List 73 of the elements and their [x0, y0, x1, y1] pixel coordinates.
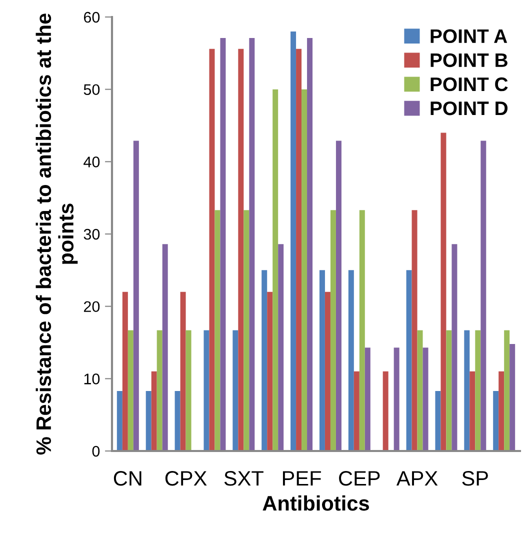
bar [116, 390, 122, 451]
x-axis-title: Antibiotics [262, 495, 369, 511]
bar [133, 140, 139, 451]
bar [244, 210, 250, 451]
bar [186, 330, 192, 451]
bar [412, 210, 418, 451]
bar [354, 371, 360, 451]
bar [214, 210, 220, 451]
bar [302, 89, 308, 451]
bar [267, 292, 273, 451]
bar [498, 371, 504, 451]
x-tick-label: SXT [224, 470, 264, 486]
bar [290, 31, 296, 451]
y-tick-label: 30 [84, 228, 100, 240]
y-tick-label: 50 [84, 84, 100, 96]
bar [180, 292, 186, 451]
bar [204, 330, 210, 451]
x-tick-label: CPX [165, 470, 207, 486]
bar [475, 330, 481, 451]
bar [307, 38, 313, 451]
bar [324, 292, 330, 451]
legend-label: POINT B [430, 53, 508, 68]
bar [319, 270, 325, 451]
bar [406, 270, 412, 451]
bar [296, 48, 302, 451]
bar [480, 140, 486, 451]
x-tick-label: SP [462, 470, 488, 486]
legend-label: POINT D [430, 101, 508, 116]
bar [359, 210, 365, 451]
legend-label: POINT C [430, 77, 508, 92]
y-axis-title: % Resistance of bacteria to antibiotics at the points [36, 14, 78, 455]
bar [146, 390, 152, 451]
bar [382, 371, 388, 451]
bar [364, 348, 370, 451]
bar [440, 132, 446, 451]
bar [162, 244, 168, 451]
bar [272, 89, 278, 451]
bar [278, 244, 284, 451]
bar [504, 330, 510, 451]
bar [232, 330, 238, 451]
y-tick-label: 20 [84, 301, 100, 312]
bar [452, 244, 458, 451]
bar [446, 330, 452, 451]
bar [174, 390, 180, 451]
y-tick-label: 60 [84, 12, 100, 23]
legend-label: POINT A [430, 29, 508, 44]
bar [422, 348, 428, 451]
y-tick-label: 0 [92, 446, 100, 457]
bar [348, 270, 354, 451]
y-tick-label: 10 [84, 374, 100, 384]
bar [435, 390, 441, 451]
bar [262, 270, 268, 451]
bar [470, 371, 476, 451]
bar [249, 38, 255, 451]
bar [336, 140, 342, 451]
x-tick-label: CEP [339, 470, 380, 486]
bar [151, 371, 157, 451]
bar [394, 348, 400, 451]
bar [238, 48, 244, 451]
bar [156, 330, 162, 451]
x-tick-label: PEF [282, 471, 321, 486]
bar [493, 390, 499, 451]
bar [209, 48, 215, 451]
x-tick-label: APX [396, 471, 438, 486]
bar [128, 330, 134, 451]
bar [510, 344, 516, 451]
y-tick-label: 40 [84, 156, 100, 168]
bar [220, 38, 226, 451]
bar [330, 210, 336, 451]
bar [417, 330, 423, 451]
x-tick-label: CN [114, 470, 142, 486]
bar [122, 292, 128, 451]
bar [464, 330, 470, 451]
